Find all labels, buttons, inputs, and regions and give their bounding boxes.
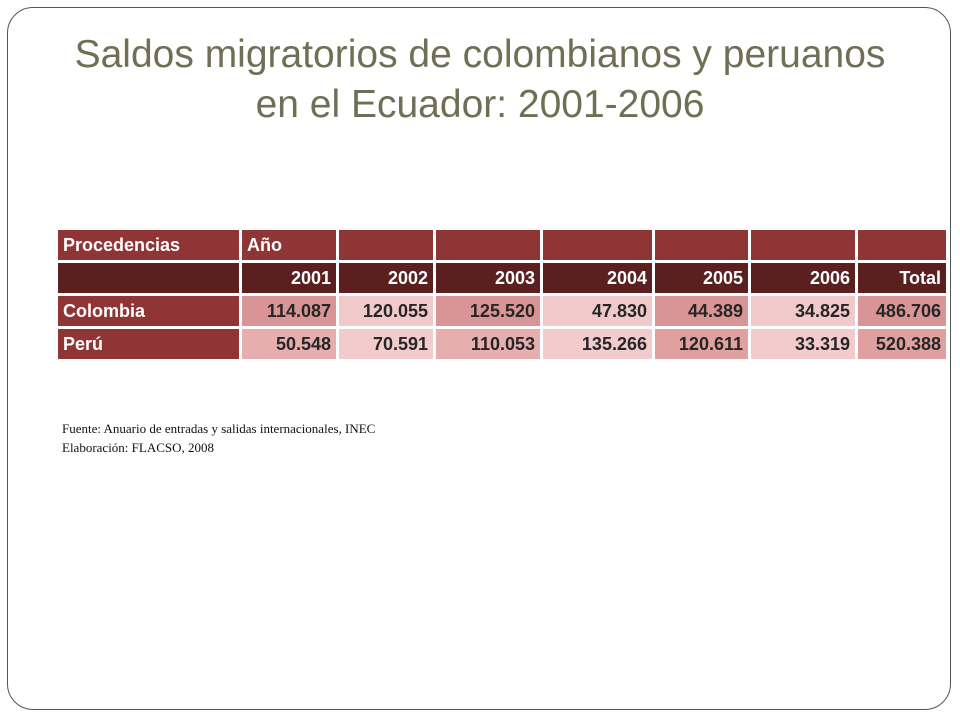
- credit-line: Elaboración: FLACSO, 2008: [62, 440, 215, 455]
- year-header-2001: 2001: [242, 263, 336, 293]
- table-cell: 120.055: [339, 296, 433, 326]
- table-cell-total: 520.388: [858, 329, 946, 359]
- migration-table: Procedencias Año 2001 2002 2003 2004 200…: [55, 227, 949, 362]
- table-cell: 114.087: [242, 296, 336, 326]
- header-blank-cell: [543, 230, 652, 260]
- data-table-container: Procedencias Año 2001 2002 2003 2004 200…: [58, 230, 946, 359]
- table-cell: 44.389: [655, 296, 748, 326]
- table-cell: 70.591: [339, 329, 433, 359]
- year-header-2005: 2005: [655, 263, 748, 293]
- table-year-row: 2001 2002 2003 2004 2005 2006 Total: [58, 263, 946, 293]
- header-blank-cell: [751, 230, 855, 260]
- slide-frame: [7, 7, 951, 710]
- year-header-total: Total: [858, 263, 946, 293]
- year-header-2003: 2003: [436, 263, 540, 293]
- header-blank-cell: [339, 230, 433, 260]
- table-cell: 33.319: [751, 329, 855, 359]
- year-header-2004: 2004: [543, 263, 652, 293]
- row-label-peru: Perú: [58, 329, 239, 359]
- header-ano: Año: [242, 230, 336, 260]
- table-cell: 34.825: [751, 296, 855, 326]
- header-procedencias: Procedencias: [58, 230, 239, 260]
- table-cell: 120.611: [655, 329, 748, 359]
- table-cell: 50.548: [242, 329, 336, 359]
- year-row-blank-cell: [58, 263, 239, 293]
- year-header-2006: 2006: [751, 263, 855, 293]
- year-header-2002: 2002: [339, 263, 433, 293]
- table-cell-total: 486.706: [858, 296, 946, 326]
- table-cell: 110.053: [436, 329, 540, 359]
- header-blank-cell: [436, 230, 540, 260]
- row-label-colombia: Colombia: [58, 296, 239, 326]
- table-cell: 47.830: [543, 296, 652, 326]
- table-row-colombia: Colombia 114.087 120.055 125.520 47.830 …: [58, 296, 946, 326]
- table-cell: 125.520: [436, 296, 540, 326]
- slide-title: Saldos migratorios de colombianos y peru…: [74, 33, 886, 126]
- table-cell: 135.266: [543, 329, 652, 359]
- header-blank-cell: [655, 230, 748, 260]
- source-notes: Fuente: Anuario de entradas y salidas in…: [62, 419, 375, 457]
- header-blank-cell: [858, 230, 946, 260]
- table-row-peru: Perú 50.548 70.591 110.053 135.266 120.6…: [58, 329, 946, 359]
- source-line: Fuente: Anuario de entradas y salidas in…: [62, 421, 376, 436]
- table-header-row: Procedencias Año: [58, 230, 946, 260]
